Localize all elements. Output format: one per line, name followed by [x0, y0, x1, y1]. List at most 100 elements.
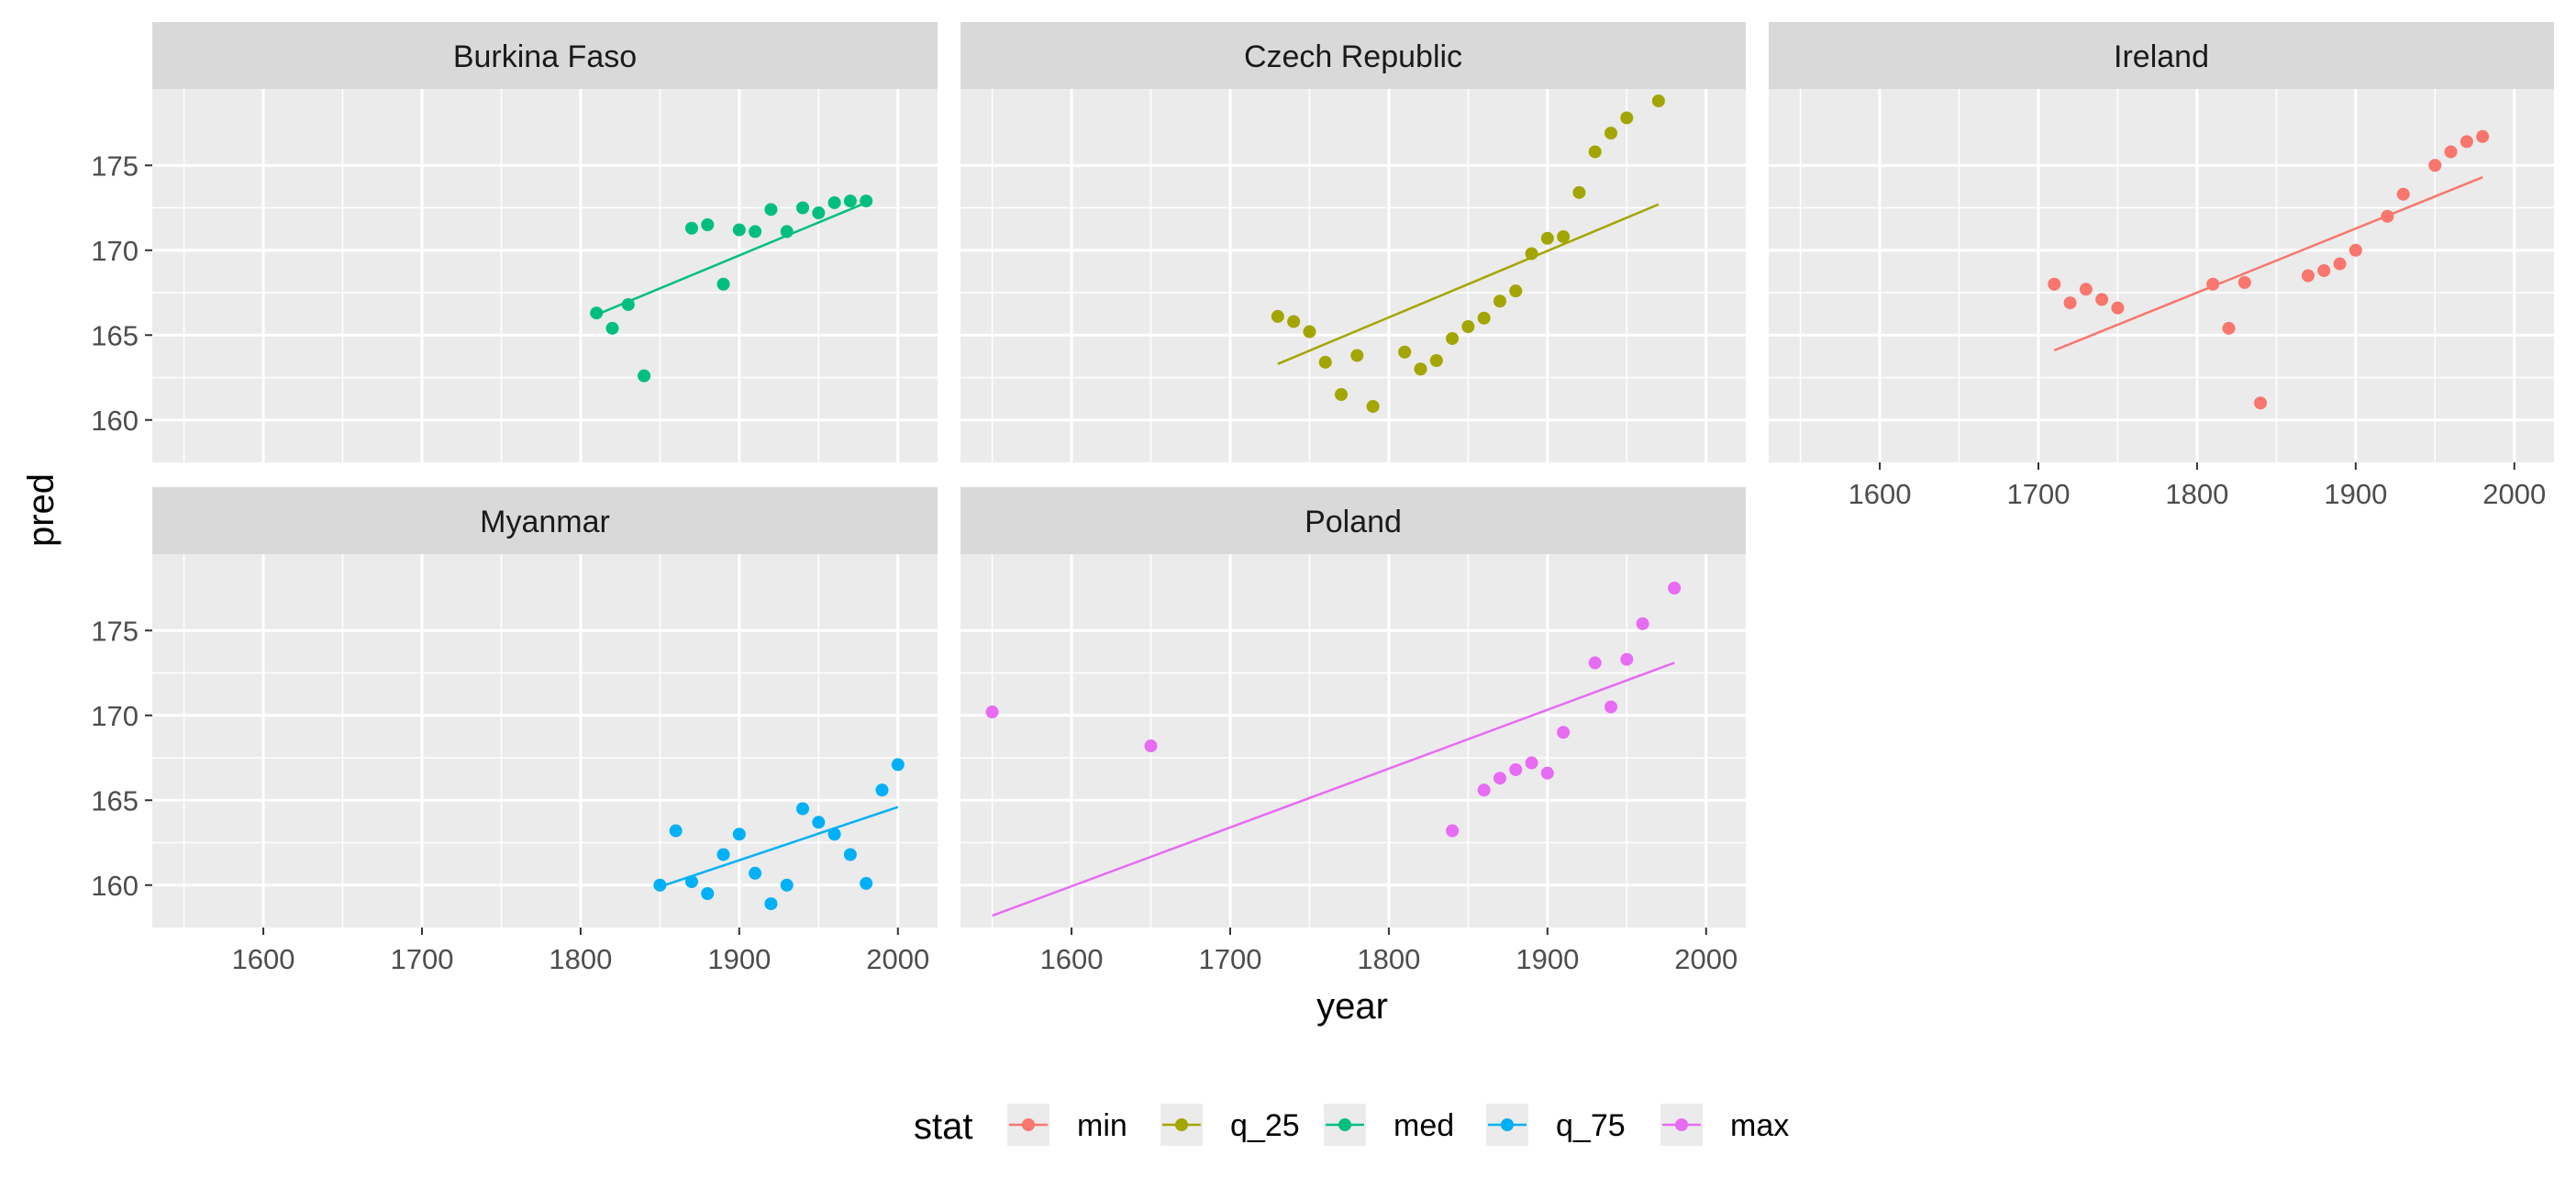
legend-label: med [1393, 1108, 1454, 1143]
y-axis-title: pred [21, 473, 61, 547]
y-tick-label: 175 [91, 615, 139, 647]
legend-title: stat [914, 1106, 972, 1147]
legend-item-q-25: q_25 [1160, 1104, 1300, 1146]
data-point [2079, 283, 2093, 296]
data-point [985, 706, 999, 719]
data-point [843, 194, 857, 208]
data-point [1620, 111, 1634, 125]
data-point [1620, 652, 1634, 666]
data-point [812, 206, 826, 220]
x-tick-label: 1700 [1198, 943, 1261, 975]
panel-burkina-faso: Burkina Faso [152, 22, 938, 462]
data-point [2237, 275, 2251, 289]
data-point [764, 897, 778, 911]
legend-label: q_75 [1556, 1108, 1626, 1143]
panel-background [152, 554, 938, 928]
legend-item-min: min [1007, 1104, 1127, 1146]
data-point [1557, 726, 1571, 739]
y-tick-label: 160 [91, 405, 139, 437]
panel-myanmar: Myanmar [152, 487, 938, 928]
panels-layer: Burkina Faso Czech Republic Ireland Myanmar… [152, 22, 2554, 928]
data-point [1477, 311, 1491, 325]
data-point [1525, 756, 1538, 770]
data-point [605, 321, 619, 335]
trend-line [992, 661, 1675, 917]
data-point [2444, 145, 2458, 159]
facet-strip-label: Poland [1305, 505, 1402, 539]
data-point [749, 225, 762, 239]
legend: stat min q_25 med q_75 max [914, 1104, 1789, 1147]
data-point [1366, 399, 1380, 413]
legend-key-point [1675, 1118, 1688, 1131]
data-point [812, 816, 826, 829]
data-point [716, 848, 730, 861]
data-point [2476, 129, 2490, 143]
data-point [1350, 349, 1364, 362]
data-point [1144, 739, 1158, 753]
data-point [716, 277, 730, 291]
data-point [1398, 345, 1412, 359]
data-point [764, 203, 778, 217]
data-point [2348, 243, 2362, 257]
data-point [2428, 159, 2442, 172]
y-axes-layer: 160 165 170 175 160 165 170 175 [91, 150, 152, 902]
data-point [732, 223, 746, 237]
trend-line [595, 201, 867, 317]
data-point [653, 878, 667, 892]
data-point [2333, 257, 2347, 271]
facet-strip [152, 22, 938, 89]
data-point [1540, 231, 1554, 245]
data-point [1509, 284, 1523, 298]
x-tick-label: 1700 [390, 943, 453, 975]
facet-strip-label: Czech Republic [1244, 39, 1462, 74]
data-point [638, 369, 651, 383]
data-point [669, 824, 683, 838]
facet-strip-label: Burkina Faso [453, 39, 637, 74]
data-point [749, 866, 762, 880]
data-point [2206, 277, 2220, 291]
data-point [1668, 582, 1682, 594]
data-point [1271, 309, 1284, 323]
data-point [1446, 331, 1460, 345]
data-point [1429, 354, 1443, 367]
data-point [1318, 355, 1332, 369]
legend-label: min [1077, 1108, 1127, 1143]
panel-ireland: Ireland [1769, 22, 2554, 462]
data-point [2095, 293, 2109, 306]
y-tick-label: 165 [91, 784, 139, 817]
data-point [2222, 321, 2236, 335]
x-tick-label: 1900 [2324, 478, 2387, 510]
data-point [701, 887, 715, 900]
data-point [1588, 656, 1602, 670]
data-point [860, 194, 873, 208]
data-point [1604, 127, 1618, 140]
facet-strip [152, 487, 938, 554]
legend-key-point [1501, 1118, 1514, 1131]
x-tick-label: 1700 [2006, 478, 2070, 510]
x-tick-label: 2000 [1674, 943, 1738, 975]
data-point [1636, 617, 1649, 630]
trend-line [659, 806, 899, 888]
data-point [590, 306, 604, 320]
data-point [1414, 362, 1427, 376]
x-tick-label: 2000 [2482, 478, 2546, 510]
legend-key-point [1022, 1118, 1035, 1131]
data-point [1557, 229, 1571, 243]
panel-poland: Poland [960, 487, 1746, 928]
y-tick-label: 170 [91, 700, 139, 732]
trend-line [1277, 203, 1660, 365]
data-point [2111, 301, 2125, 315]
facet-strip-label: Myanmar [480, 505, 610, 539]
x-axes-layer: 1600 1700 1800 1900 2000 1600 1700 1800 1900 2000… [232, 462, 2546, 975]
legend-item-q-75: q_75 [1486, 1104, 1626, 1146]
data-point [684, 875, 698, 889]
data-point [2048, 277, 2061, 291]
data-point [1651, 94, 1665, 107]
x-tick-label: 1900 [1516, 943, 1579, 975]
x-tick-label: 1600 [1849, 478, 1912, 510]
legend-label: max [1730, 1108, 1789, 1143]
data-point [1572, 185, 1586, 199]
legend-label: q_25 [1230, 1108, 1300, 1143]
data-point [796, 802, 810, 816]
